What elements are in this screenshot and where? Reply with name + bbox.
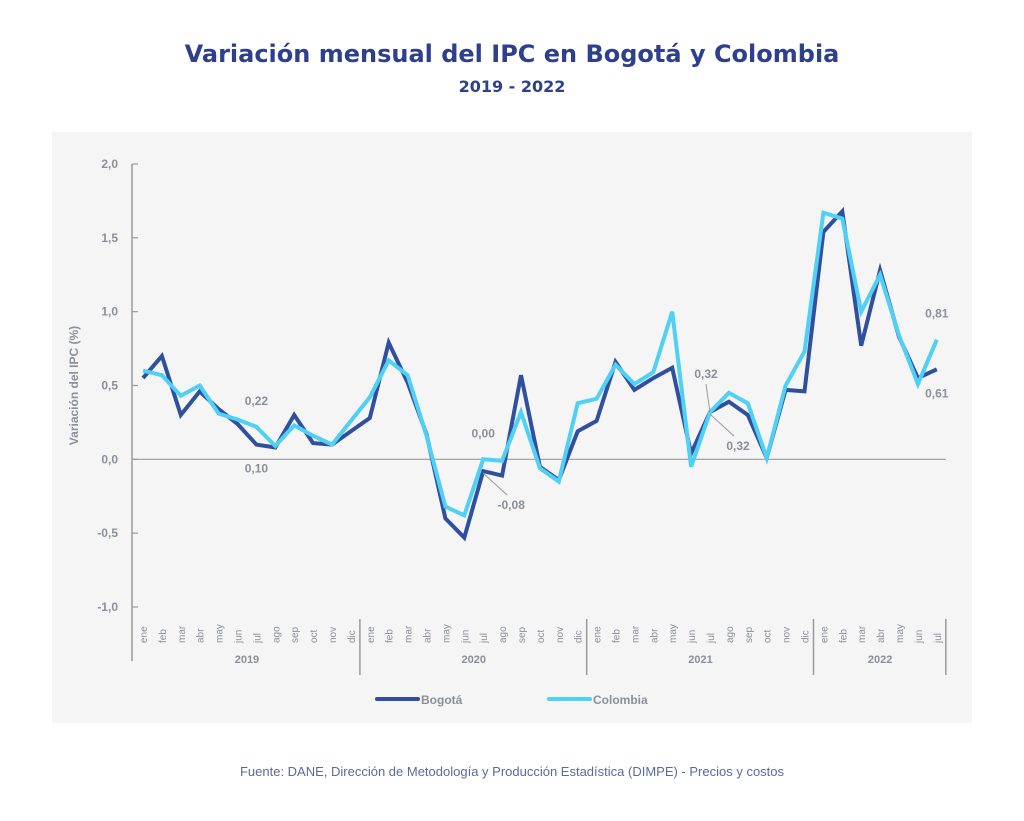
data-label: 0,32	[694, 367, 718, 381]
x-tick-label: jul	[933, 633, 944, 644]
x-tick-label: dic	[574, 630, 585, 643]
annotation-leader	[709, 413, 735, 437]
chart-title: Variación mensual del IPC en Bogotá y Co…	[184, 40, 840, 68]
x-tick-label: may	[895, 624, 906, 643]
x-tick-label: may	[668, 624, 679, 643]
x-tick-label: ago	[498, 626, 509, 643]
x-tick-label: ene	[139, 626, 150, 643]
x-tick-label: feb	[838, 629, 849, 643]
annotation-leader	[705, 384, 711, 413]
y-tick-label: -0,5	[97, 526, 118, 540]
y-axis-title: Variación del IPC (%)	[67, 326, 81, 445]
y-tick-label: 0,0	[101, 452, 118, 466]
x-tick-label: mar	[404, 625, 415, 643]
data-label: -0,08	[498, 498, 526, 512]
x-tick-label: ago	[271, 626, 282, 643]
data-label: 0,61	[925, 386, 949, 400]
x-tick-label: may	[441, 624, 452, 643]
year-label: 2022	[868, 654, 892, 666]
y-tick-label: 1,5	[101, 231, 118, 245]
x-tick-label: jul	[479, 633, 490, 644]
x-tick-label: oct	[536, 629, 547, 643]
x-tick-label: jun	[914, 630, 925, 644]
x-tick-label: feb	[612, 629, 623, 643]
x-tick-label: may	[215, 624, 226, 643]
x-tick-label: sep	[290, 626, 301, 643]
y-tick-label: -1,0	[97, 600, 118, 614]
annotation-leader	[482, 472, 508, 496]
y-tick-label: 1,0	[101, 305, 118, 319]
source-note: Fuente: DANE, Dirección de Metodología y…	[239, 764, 785, 779]
x-tick-label: jun	[687, 630, 698, 644]
x-tick-label: oct	[309, 629, 320, 643]
chart-panel: 2,0 1,5 1,0 0,5 0,0 -0,5 -1,0 Variación del IPC…	[52, 132, 972, 723]
x-tick-label: nov	[782, 627, 793, 643]
x-tick-label: sep	[517, 626, 528, 643]
x-tick-label: dic	[801, 630, 812, 643]
x-tick-label: mar	[177, 625, 188, 643]
data-label: 0,81	[925, 307, 949, 321]
data-label: 0,22	[245, 394, 269, 408]
data-label: 0,00	[472, 426, 496, 440]
x-tick-label: abr	[423, 628, 434, 643]
x-tick-label: abr	[649, 628, 660, 643]
x-tick-label: dic	[347, 630, 358, 643]
x-tick-label: abr	[876, 628, 887, 643]
x-tick-label: jul	[252, 633, 263, 644]
x-tick-label: ene	[366, 626, 377, 643]
year-label: 2019	[235, 654, 259, 666]
y-tick-label: 0,5	[101, 379, 118, 393]
x-tick-label: nov	[555, 627, 566, 643]
x-tick-label: ene	[593, 626, 604, 643]
chart-subtitle: 2019 - 2022	[458, 77, 566, 96]
data-label: 0,32	[726, 439, 750, 453]
x-tick-label: mar	[857, 625, 868, 643]
x-tick-label: ago	[725, 626, 736, 643]
x-tick-label: jun	[460, 630, 471, 644]
x-tick-label: jul	[706, 633, 717, 644]
y-tick-label: 2,0	[101, 157, 118, 171]
x-tick-label: feb	[385, 629, 396, 643]
line-chart: 2,0 1,5 1,0 0,5 0,0 -0,5 -1,0 Variación del IPC…	[67, 157, 949, 707]
x-tick-label: jun	[234, 630, 245, 644]
legend-label-colombia: Colombia	[593, 693, 648, 707]
year-label: 2020	[462, 654, 486, 666]
x-tick-label: mar	[630, 625, 641, 643]
x-tick-label: ene	[819, 626, 830, 643]
series-line-colombia	[142, 210, 939, 519]
data-label: 0,10	[245, 462, 269, 476]
x-tick-label: abr	[196, 628, 207, 643]
x-tick-label: oct	[763, 629, 774, 643]
x-tick-label: feb	[158, 629, 169, 643]
x-tick-label: sep	[744, 626, 755, 643]
legend-label-bogota: Bogotá	[421, 693, 463, 707]
x-tick-label: nov	[328, 627, 339, 643]
year-label: 2021	[688, 654, 712, 666]
